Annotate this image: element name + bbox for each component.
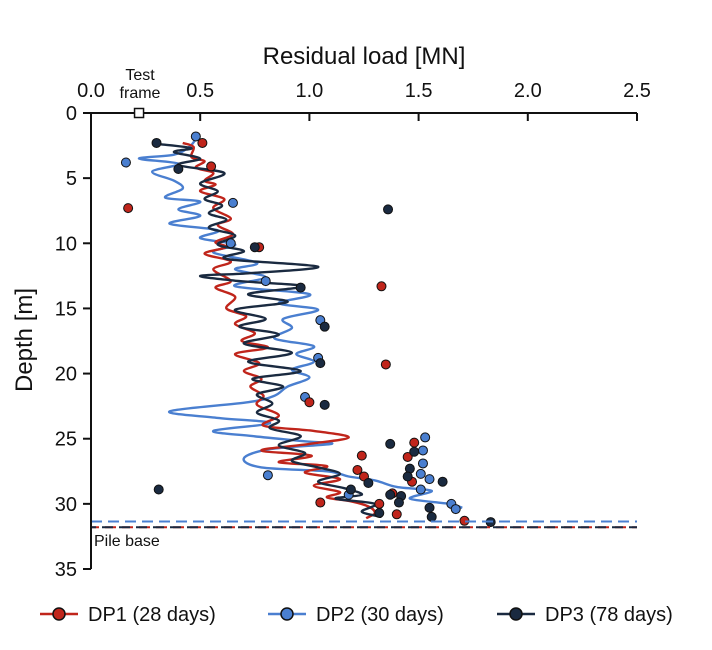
series-2-point: [190, 131, 201, 142]
series-3-point: [393, 497, 404, 508]
series-2-point: [227, 197, 238, 208]
plot-markers: [120, 131, 496, 528]
legend-item-1: DP1 (28 days): [40, 604, 216, 626]
plot-lines: [137, 138, 463, 520]
series-3-point: [437, 476, 448, 487]
y-axis-title: Depth [m]: [11, 288, 38, 392]
series-3-point: [173, 164, 184, 175]
y-ticks: 0 5 10 15 20 25 30 35: [55, 103, 91, 581]
series-line-2: [137, 138, 463, 509]
test-frame-marker: [133, 107, 145, 119]
series-1-point: [304, 397, 315, 408]
test-frame-label-line2: frame: [120, 85, 161, 102]
x-tick-label: 1.5: [405, 80, 433, 102]
legend-marker: [52, 607, 66, 621]
series-2-point: [417, 458, 428, 469]
series-3-point: [409, 446, 420, 457]
series-2-point: [420, 432, 431, 443]
legend-label: DP2 (30 days): [316, 604, 444, 626]
series-3-point: [402, 471, 413, 482]
series-2-point: [424, 474, 435, 485]
y-tick-label: 25: [55, 429, 77, 451]
series-2-point: [415, 484, 426, 495]
series-2-point: [225, 238, 236, 249]
series-3-point: [315, 358, 326, 369]
x-tick-label: 1.0: [295, 80, 323, 102]
x-tick-label: 0.5: [186, 80, 214, 102]
series-1-point: [391, 509, 402, 520]
series-2-point: [417, 445, 428, 456]
y-tick-label: 5: [66, 168, 77, 190]
series-2-point: [262, 470, 273, 481]
y-tick-label: 15: [55, 298, 77, 320]
y-tick-label: 30: [55, 494, 77, 516]
series-1-point: [374, 498, 385, 509]
series-1-point: [356, 450, 367, 461]
legend-label: DP1 (28 days): [88, 604, 216, 626]
legend-item-2: DP2 (30 days): [268, 604, 444, 626]
series-3-point: [426, 511, 437, 522]
series-1-point: [376, 281, 387, 292]
series-3-point: [385, 438, 396, 449]
series-3-point: [153, 484, 164, 495]
series-2-point: [450, 504, 461, 515]
series-1-point: [380, 359, 391, 370]
legend: DP1 (28 days) DP2 (30 days) DP3 (78 days): [40, 604, 673, 626]
series-1-point: [315, 497, 326, 508]
series-3-point: [295, 282, 306, 293]
series-1-point: [402, 451, 413, 462]
series-3-point: [385, 489, 396, 500]
x-tick-label: 2.5: [623, 80, 651, 102]
legend-marker: [509, 607, 523, 621]
x-ticks: 0.0 0.5 1.0 1.5 2.0 2.5: [77, 80, 651, 121]
series-3-point: [374, 507, 385, 518]
series-line-1: [182, 141, 377, 520]
series-1-point: [206, 161, 217, 172]
series-3-point: [319, 399, 330, 410]
y-tick-label: 20: [55, 364, 77, 386]
series-2-point: [260, 276, 271, 287]
legend-item-3: DP3 (78 days): [497, 604, 673, 626]
series-3-point: [319, 321, 330, 332]
legend-label: DP3 (78 days): [545, 604, 673, 626]
series-3-point: [345, 484, 356, 495]
x-tick-label: 2.0: [514, 80, 542, 102]
series-3-point: [424, 502, 435, 513]
y-tick-label: 35: [55, 559, 77, 581]
series-line-3: [160, 143, 382, 519]
test-frame-label-line1: Test: [125, 67, 155, 84]
legend-marker: [280, 607, 294, 621]
y-tick-label: 0: [66, 103, 77, 125]
pile-base-label: Pile base: [94, 533, 160, 550]
series-1-point: [409, 437, 420, 448]
series-2-point: [120, 157, 131, 168]
y-tick-label: 10: [55, 233, 77, 255]
series-3-point: [383, 204, 394, 215]
series-1-point: [352, 464, 363, 475]
series-1-point: [197, 137, 208, 148]
series-3-point: [151, 137, 162, 148]
series-2-point: [415, 468, 426, 479]
x-tick-label: 0.0: [77, 80, 105, 102]
series-3-point: [249, 242, 260, 253]
x-axis-title: Residual load [MN]: [263, 43, 466, 70]
series-1-point: [123, 203, 134, 214]
pile-base-lines: [91, 520, 637, 529]
series-3-point: [363, 478, 374, 489]
